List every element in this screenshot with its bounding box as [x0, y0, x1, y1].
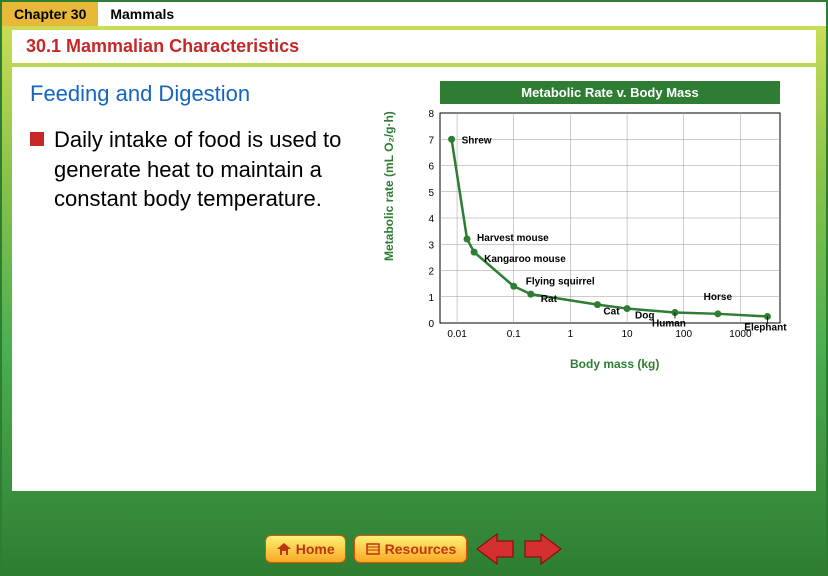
svg-text:Rat: Rat [541, 294, 558, 305]
svg-text:Cat: Cat [603, 307, 620, 318]
slide-frame: Chapter 30 Mammals 30.1 Mammalian Charac… [0, 0, 828, 576]
svg-text:5: 5 [428, 188, 434, 199]
chart-x-label: Body mass (kg) [570, 357, 659, 371]
home-label: Home [296, 541, 335, 557]
resources-label: Resources [385, 541, 457, 557]
svg-text:7: 7 [428, 135, 434, 146]
chart-wrapper: Metabolic Rate v. Body Mass Metabolic ra… [390, 81, 790, 361]
svg-text:3: 3 [428, 240, 434, 251]
svg-text:100: 100 [675, 329, 692, 340]
bullet-square-icon [30, 132, 44, 146]
svg-text:2: 2 [428, 267, 434, 278]
chart-title: Metabolic Rate v. Body Mass [440, 81, 780, 104]
bullet-item: Daily intake of food is used to generate… [30, 125, 370, 214]
header-bar: Chapter 30 Mammals [2, 2, 826, 26]
section-title: 30.1 Mammalian Characteristics [12, 30, 816, 63]
svg-text:4: 4 [428, 214, 434, 225]
home-button[interactable]: Home [265, 535, 346, 563]
next-arrow-button[interactable] [523, 532, 563, 566]
prev-arrow-button[interactable] [475, 532, 515, 566]
svg-text:6: 6 [428, 162, 434, 173]
svg-text:1: 1 [428, 293, 434, 304]
text-column: Feeding and Digestion Daily intake of fo… [30, 81, 370, 477]
svg-text:Harvest mouse: Harvest mouse [477, 233, 549, 244]
resources-button[interactable]: Resources [354, 535, 468, 563]
chart-svg: 0123456780.010.11101001000ShrewHarvest m… [390, 107, 790, 357]
svg-text:Human: Human [652, 319, 686, 330]
svg-text:Elephant: Elephant [744, 322, 787, 333]
svg-text:Horse: Horse [704, 292, 733, 303]
svg-text:0.01: 0.01 [447, 329, 467, 340]
svg-text:Flying squirrel: Flying squirrel [526, 276, 595, 287]
svg-text:1: 1 [568, 329, 574, 340]
svg-text:Shrew: Shrew [462, 135, 492, 146]
home-icon [276, 542, 292, 556]
svg-text:Kangaroo mouse: Kangaroo mouse [484, 254, 566, 265]
svg-text:8: 8 [428, 109, 434, 120]
resources-icon [365, 542, 381, 556]
svg-text:10: 10 [621, 329, 633, 340]
svg-text:0.1: 0.1 [507, 329, 521, 340]
chart-column: Metabolic Rate v. Body Mass Metabolic ra… [390, 81, 798, 477]
chapter-tab: Chapter 30 [2, 2, 98, 26]
bottom-nav: Home Resources [2, 532, 826, 566]
content-area: Feeding and Digestion Daily intake of fo… [12, 67, 816, 491]
bullet-text: Daily intake of food is used to generate… [54, 125, 370, 214]
subheading: Feeding and Digestion [30, 81, 370, 107]
chapter-title: Mammals [98, 2, 186, 26]
svg-text:0: 0 [428, 319, 434, 330]
